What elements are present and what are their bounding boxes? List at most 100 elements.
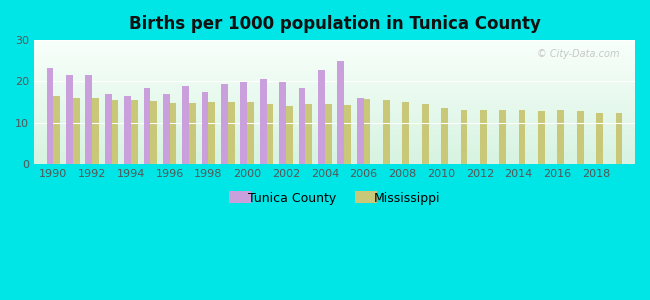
Bar — [34, 85, 635, 86]
Bar — [34, 64, 635, 65]
Bar — [34, 146, 635, 147]
Bar — [34, 112, 635, 113]
Bar — [34, 111, 635, 112]
Bar — [34, 104, 635, 105]
Bar — [34, 89, 635, 90]
Bar — [228, 102, 235, 164]
Bar — [34, 139, 635, 140]
Bar — [34, 55, 635, 56]
Bar — [34, 62, 635, 63]
Bar — [34, 141, 635, 142]
Bar — [286, 106, 292, 164]
Bar — [240, 82, 247, 164]
Bar — [577, 111, 584, 164]
Bar — [34, 100, 635, 101]
Bar — [383, 100, 390, 164]
Bar — [182, 85, 189, 164]
Bar — [34, 152, 635, 153]
Bar — [34, 159, 635, 160]
Bar — [34, 121, 635, 122]
Bar — [34, 90, 635, 91]
Bar — [34, 114, 635, 115]
Bar — [34, 93, 635, 94]
Bar — [170, 103, 177, 164]
Bar — [34, 44, 635, 45]
Bar — [202, 92, 209, 164]
Bar — [34, 41, 635, 42]
Bar — [34, 157, 635, 158]
Bar — [34, 96, 635, 97]
Bar — [34, 49, 635, 50]
Bar — [34, 86, 635, 87]
Bar — [66, 75, 73, 164]
Bar — [34, 98, 635, 99]
Bar — [34, 135, 635, 136]
Bar — [34, 123, 635, 124]
Bar — [105, 94, 112, 164]
Bar — [441, 108, 448, 164]
Bar — [34, 124, 635, 125]
Bar — [34, 59, 635, 60]
Bar — [34, 74, 635, 75]
Bar — [402, 102, 409, 164]
Bar — [34, 151, 635, 152]
Bar — [34, 107, 635, 108]
Bar — [34, 71, 635, 72]
Bar — [34, 133, 635, 134]
Bar — [34, 126, 635, 127]
Bar — [34, 140, 635, 141]
Bar — [34, 45, 635, 46]
Bar — [34, 142, 635, 143]
Bar — [34, 162, 635, 163]
Bar — [34, 119, 635, 120]
Bar — [34, 101, 635, 102]
Bar — [460, 110, 467, 164]
Bar — [34, 52, 635, 53]
Bar — [34, 150, 635, 151]
Bar — [92, 98, 99, 164]
Bar — [357, 98, 363, 164]
Text: © City-Data.com: © City-Data.com — [538, 49, 620, 59]
Bar — [34, 99, 635, 100]
Bar — [34, 158, 635, 159]
Bar — [34, 50, 635, 51]
Bar — [34, 108, 635, 109]
Bar — [34, 40, 635, 41]
Bar — [34, 117, 635, 118]
Bar — [34, 54, 635, 55]
Bar — [34, 122, 635, 123]
Bar — [34, 84, 635, 85]
Bar — [34, 42, 635, 43]
Bar — [34, 47, 635, 48]
Bar — [34, 67, 635, 68]
Bar — [189, 103, 196, 164]
Bar — [34, 118, 635, 119]
Bar — [34, 110, 635, 111]
Bar — [221, 84, 228, 164]
Bar — [34, 61, 635, 62]
Bar — [34, 129, 635, 130]
Bar — [34, 116, 635, 117]
Bar — [519, 110, 525, 164]
Bar — [34, 138, 635, 139]
Bar — [34, 46, 635, 47]
Bar — [53, 96, 60, 164]
Bar — [34, 58, 635, 59]
Bar — [34, 130, 635, 131]
Bar — [318, 70, 325, 164]
Bar — [34, 69, 635, 70]
Bar — [247, 102, 254, 164]
Bar — [34, 131, 635, 132]
Bar — [34, 68, 635, 69]
Bar — [34, 144, 635, 145]
Bar — [34, 137, 635, 138]
Bar — [34, 120, 635, 121]
Bar — [34, 51, 635, 52]
Bar — [363, 99, 370, 164]
Bar — [34, 72, 635, 73]
Bar — [34, 136, 635, 137]
Bar — [124, 96, 131, 164]
Bar — [34, 163, 635, 164]
Bar — [34, 115, 635, 116]
Bar — [34, 147, 635, 148]
